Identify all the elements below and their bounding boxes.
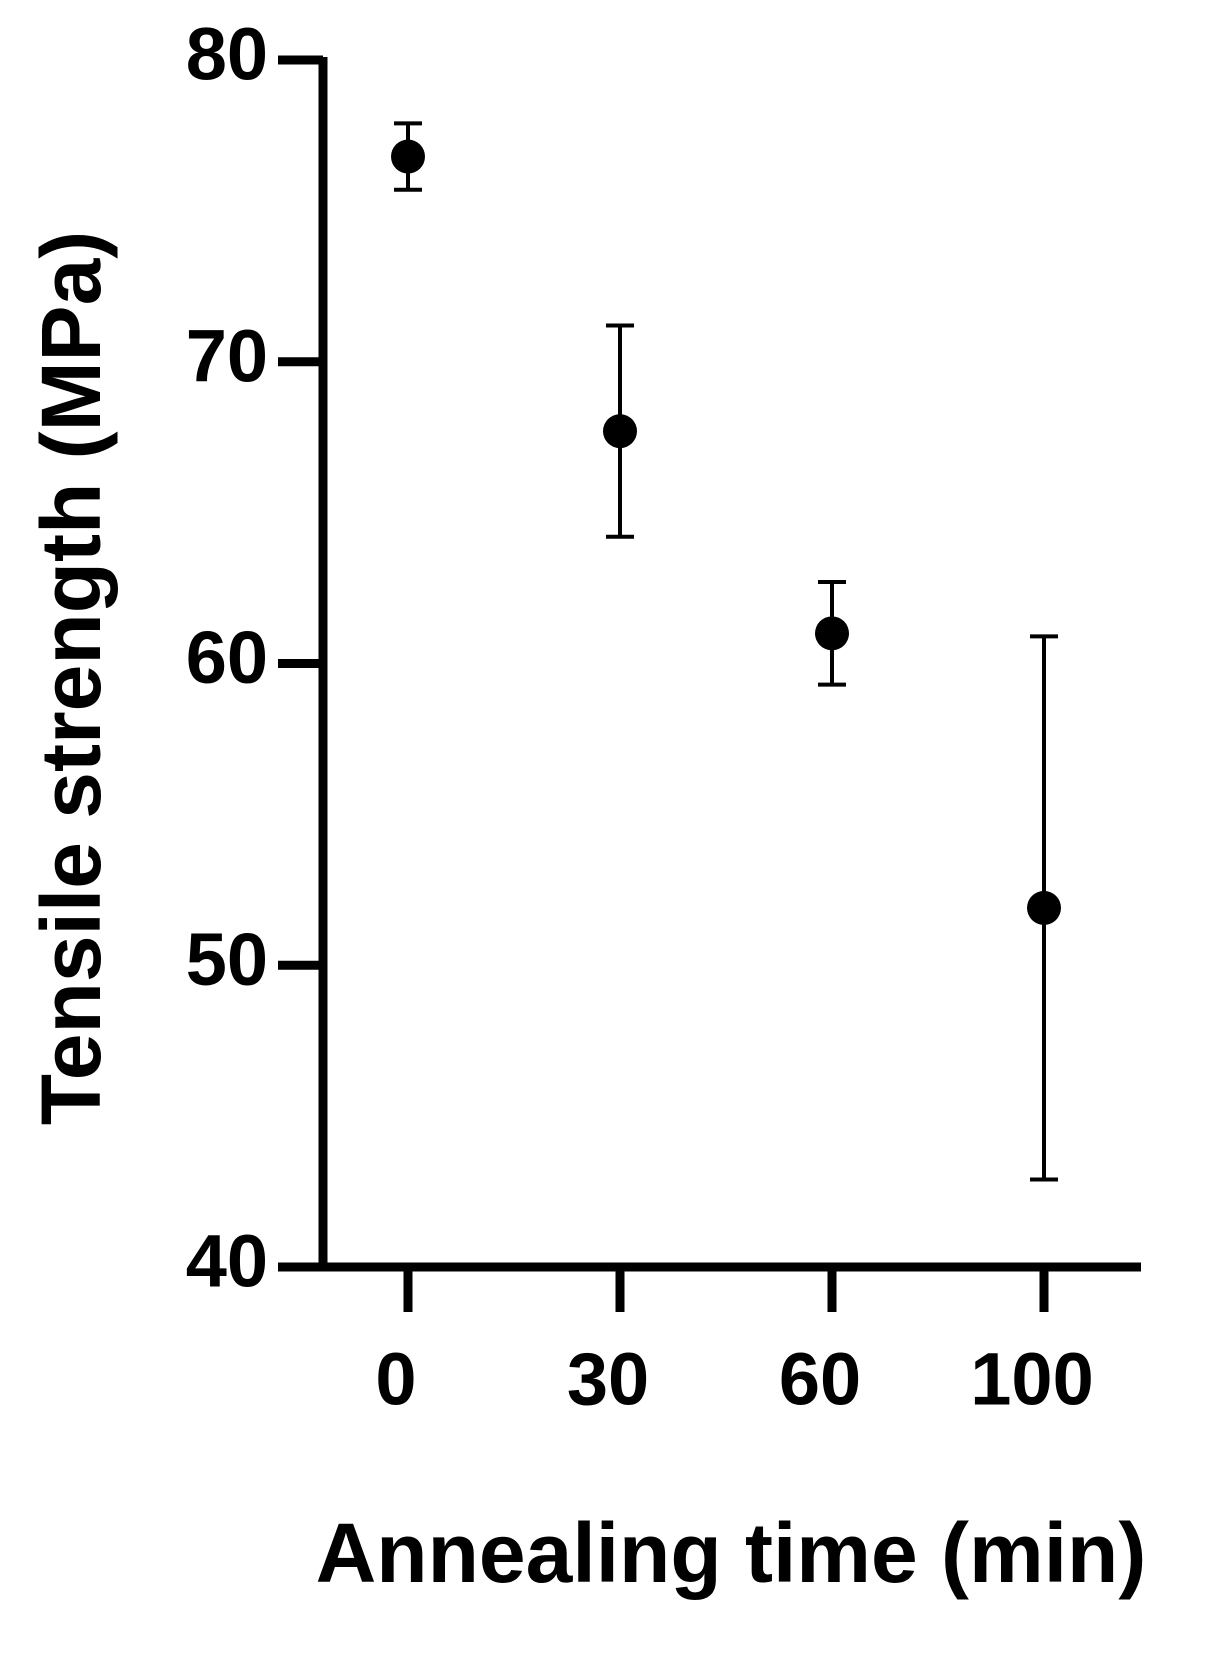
x-tick-label: 30 xyxy=(567,1338,649,1421)
x-tick-label: 0 xyxy=(375,1338,416,1421)
y-tick-label: 40 xyxy=(186,1220,268,1303)
x-tick-label: 60 xyxy=(779,1338,861,1421)
y-tick-label: 60 xyxy=(186,616,268,699)
data-point xyxy=(815,616,849,651)
y-tick-label: 50 xyxy=(186,918,268,1001)
data-point xyxy=(391,139,425,174)
y-axis-title: Tensile strength (MPa) xyxy=(24,231,118,1126)
x-tick-label: 100 xyxy=(970,1338,1093,1421)
data-point xyxy=(603,414,637,449)
y-tick-label: 80 xyxy=(186,13,268,96)
data-point xyxy=(1027,890,1061,925)
y-tick-label: 70 xyxy=(186,314,268,397)
x-axis-title: Annealing time (min) xyxy=(316,1506,1147,1600)
